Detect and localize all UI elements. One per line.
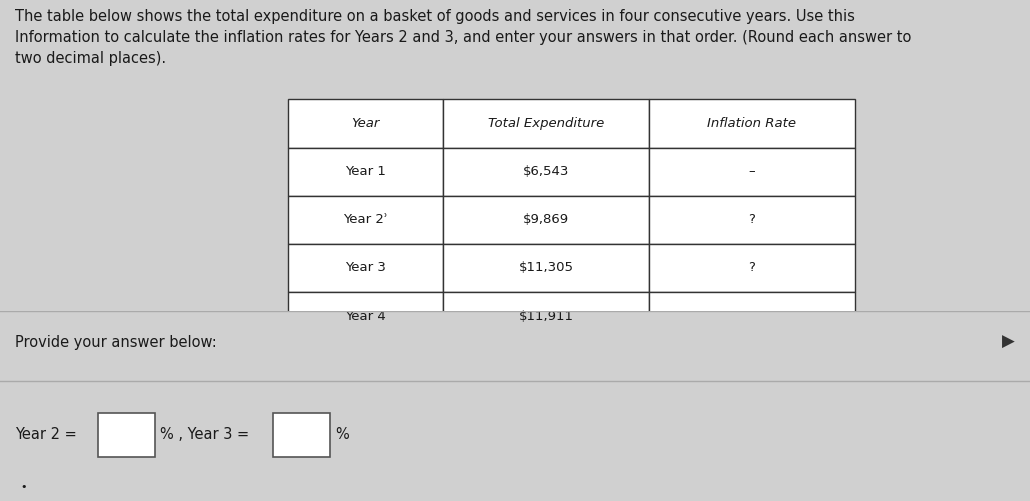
Text: Provide your answer below:: Provide your answer below: bbox=[15, 335, 217, 350]
Bar bbox=[288, 244, 443, 292]
Bar bbox=[649, 244, 855, 292]
Text: % , Year 3 =: % , Year 3 = bbox=[160, 427, 249, 442]
Text: •: • bbox=[21, 481, 27, 491]
Bar bbox=[649, 99, 855, 147]
Text: Year 2ʾ: Year 2ʾ bbox=[343, 213, 388, 226]
Bar bbox=[443, 196, 649, 244]
Bar bbox=[443, 244, 649, 292]
Text: Year 4: Year 4 bbox=[345, 310, 386, 323]
Bar bbox=[98, 413, 154, 456]
Text: Year: Year bbox=[351, 117, 380, 130]
Text: ?: ? bbox=[749, 262, 755, 275]
Text: The table below shows the total expenditure on a basket of goods and services in: The table below shows the total expendit… bbox=[15, 10, 912, 66]
Bar bbox=[649, 196, 855, 244]
Text: Year 2 =: Year 2 = bbox=[15, 427, 77, 442]
Text: $6,543: $6,543 bbox=[522, 165, 570, 178]
Text: $11,305: $11,305 bbox=[518, 262, 574, 275]
Text: Inflation Rate: Inflation Rate bbox=[708, 117, 796, 130]
Text: ▶: ▶ bbox=[1002, 333, 1015, 351]
Bar bbox=[443, 292, 649, 340]
Bar bbox=[273, 413, 330, 456]
Bar bbox=[288, 292, 443, 340]
Text: $9,869: $9,869 bbox=[523, 213, 569, 226]
Bar bbox=[443, 148, 649, 196]
Bar bbox=[288, 99, 443, 147]
Bar bbox=[649, 148, 855, 196]
Bar bbox=[288, 196, 443, 244]
Bar bbox=[649, 292, 855, 340]
Text: ?: ? bbox=[749, 213, 755, 226]
Bar bbox=[443, 99, 649, 147]
Text: Total Expenditure: Total Expenditure bbox=[488, 117, 604, 130]
Text: –: – bbox=[749, 165, 755, 178]
Bar bbox=[288, 148, 443, 196]
Text: Year 3: Year 3 bbox=[345, 262, 386, 275]
Text: Year 1: Year 1 bbox=[345, 165, 386, 178]
Text: $11,911: $11,911 bbox=[518, 310, 574, 323]
Text: %: % bbox=[335, 427, 348, 442]
